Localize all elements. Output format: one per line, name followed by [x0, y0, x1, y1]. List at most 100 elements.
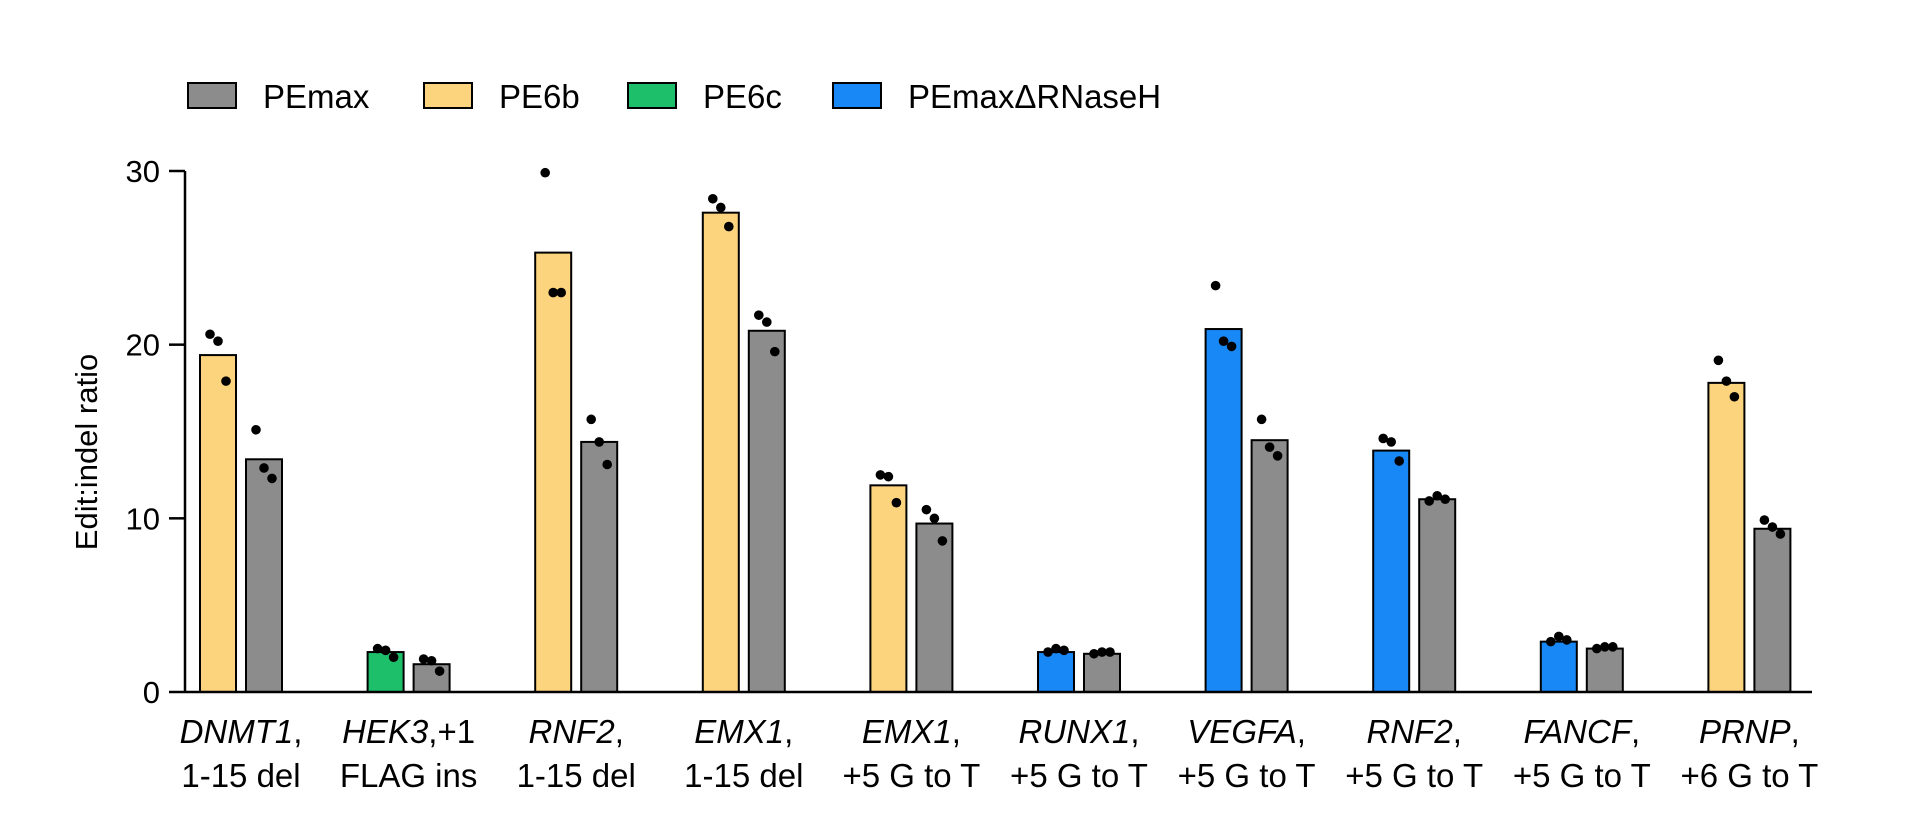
replicate-point: [1264, 442, 1275, 452]
bar-pemax: [1753, 527, 1792, 694]
category-label-line2: +5 G to T: [1010, 757, 1148, 794]
y-tick-label: 0: [143, 675, 160, 710]
replicate-point: [1218, 336, 1229, 346]
replicate-point: [1051, 643, 1061, 654]
legend-label: PEmax: [263, 78, 370, 115]
replicate-point: [1440, 494, 1450, 505]
replicate-point: [1089, 648, 1099, 659]
legend-swatch: [627, 82, 677, 109]
bar-pemaxdrh: [1037, 651, 1075, 693]
replicate-point: [602, 459, 612, 470]
category-label-line1: FANCF,: [1523, 713, 1640, 750]
category-label: HEK3,+1 FLAG ins: [340, 713, 478, 794]
bar-pemax: [747, 329, 786, 693]
edit-suffix: ,: [1130, 713, 1139, 750]
legend-swatch: [423, 82, 473, 109]
gene-name: EMX1: [862, 713, 952, 750]
legend: PEmax PE6b PE6c PEmaxΔRNaseH: [187, 78, 1161, 115]
replicate-point: [937, 536, 948, 546]
gene-name: DNMT1: [180, 713, 294, 750]
replicate-point: [1775, 529, 1786, 539]
category-label-line2: +5 G to T: [1513, 757, 1651, 794]
gene-name: EMX1: [694, 713, 784, 750]
legend-item-pe6c: PE6c: [627, 78, 782, 115]
bar-pemax: [1418, 498, 1457, 694]
replicate-point: [1272, 451, 1283, 461]
replicate-point: [548, 287, 558, 298]
replicate-point: [1378, 433, 1388, 444]
replicate-point: [388, 652, 399, 663]
gene-name: VEGFA: [1187, 713, 1296, 750]
bar-pe6b: [1707, 381, 1746, 693]
replicate-point: [1386, 437, 1396, 447]
bar-pemaxdrh: [1539, 640, 1578, 693]
replicate-point: [921, 504, 932, 515]
category-label: DNMT1, 1-15 del: [180, 713, 303, 794]
y-axis-title: Edit:indel ratio: [69, 354, 104, 550]
edit-suffix: ,: [1297, 713, 1306, 750]
category-label-line2: +5 G to T: [1178, 757, 1316, 794]
edit-suffix: ,: [952, 713, 961, 750]
bar-pe6b: [199, 354, 237, 693]
edit-suffix: ,: [615, 713, 624, 750]
gene-name: RNF2: [1367, 713, 1453, 750]
edit-suffix: ,: [293, 713, 302, 750]
replicate-point: [1424, 496, 1434, 506]
replicate-point: [1608, 642, 1618, 652]
replicate-point: [556, 287, 566, 298]
bar-pemaxdrh: [1204, 328, 1243, 693]
legend-item-pemax: PEmax: [187, 78, 370, 115]
legend-label: PE6c: [703, 78, 782, 115]
replicate-point: [1546, 636, 1556, 647]
category-label-line2: 1-15 del: [181, 757, 300, 794]
replicate-point: [875, 470, 886, 480]
replicate-point: [1432, 490, 1442, 501]
replicate-point: [1554, 631, 1564, 642]
replicate-point: [770, 346, 780, 357]
category-label: RNF2, +5 G to T: [1345, 713, 1483, 794]
y-tick-label: 10: [126, 501, 160, 536]
y-axis: 0 10 20 30: [126, 154, 187, 710]
replicate-point: [1043, 647, 1053, 657]
legend-item-pe6b: PE6b: [423, 78, 580, 115]
replicate-point: [1394, 456, 1404, 466]
category-label-line2: 1-15 del: [684, 757, 803, 794]
replicate-point: [1059, 645, 1069, 656]
replicate-point: [251, 424, 261, 435]
gene-name: RNF2: [529, 713, 615, 750]
replicate-point: [418, 654, 429, 664]
replicate-point: [1210, 280, 1221, 291]
replicate-point: [1600, 642, 1610, 652]
replicate-point: [762, 317, 772, 327]
category-label-line2: FLAG ins: [340, 757, 478, 794]
bar-pe6b: [534, 251, 573, 694]
legend-swatch: [832, 82, 882, 109]
category-label-line1: PRNP,: [1699, 713, 1800, 750]
bars: [199, 211, 1792, 694]
category-label-line2: +6 G to T: [1680, 757, 1818, 794]
replicate-point: [891, 497, 902, 508]
replicate-point: [1562, 635, 1572, 645]
category-label-line2: 1-15 del: [517, 757, 636, 794]
legend-label: PE6b: [499, 78, 580, 115]
bar-pemax: [915, 522, 954, 693]
legend-swatch: [187, 82, 237, 109]
replicate-point: [1729, 391, 1740, 402]
gene-name: FANCF: [1523, 713, 1632, 750]
replicate-point: [929, 513, 940, 524]
replicate-point: [434, 666, 445, 676]
edit-suffix: ,: [784, 713, 793, 750]
replicate-point: [221, 376, 231, 386]
category-label: RUNX1, +5 G to T: [1010, 713, 1148, 794]
category-label-line1: RUNX1,: [1018, 713, 1139, 750]
legend-label: PEmaxΔRNaseH: [908, 78, 1161, 115]
edit-suffix: ,: [1791, 713, 1800, 750]
category-label: EMX1, +5 G to T: [842, 713, 980, 794]
edit-suffix: ,: [1453, 713, 1462, 750]
gene-name: RUNX1: [1018, 713, 1130, 750]
category-label-line2: +5 G to T: [842, 757, 980, 794]
replicate-point: [594, 437, 604, 447]
replicate-point: [716, 202, 726, 213]
category-label-line1: EMX1,: [862, 713, 961, 750]
y-tick-label: 30: [126, 154, 160, 189]
